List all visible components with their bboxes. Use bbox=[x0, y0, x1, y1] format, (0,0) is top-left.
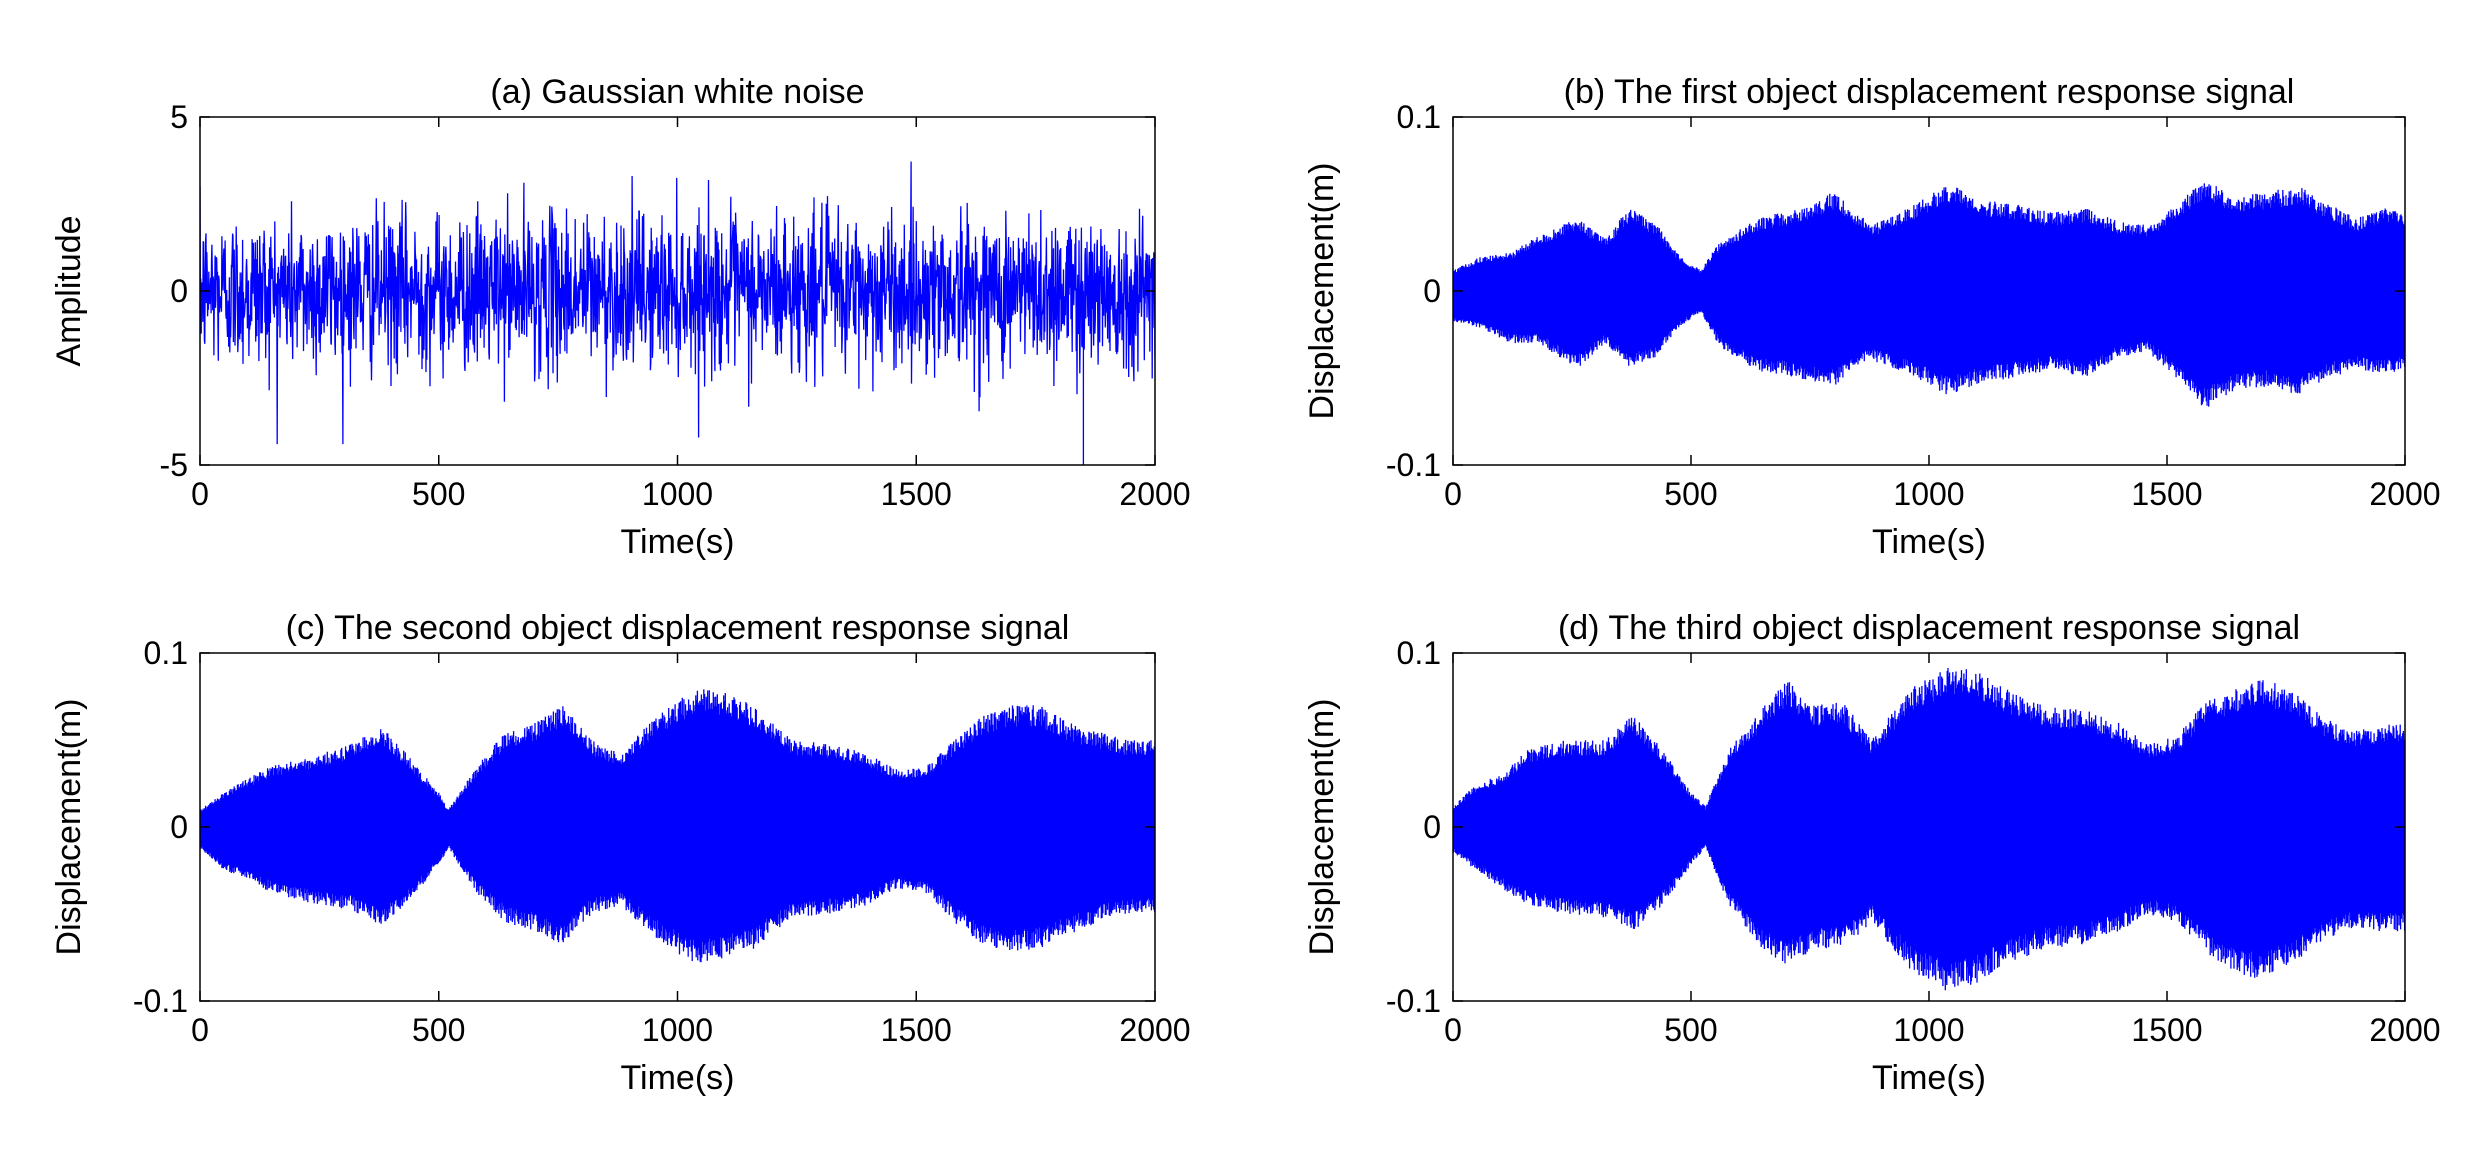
chart-title-a: (a) Gaussian white noise bbox=[490, 73, 864, 111]
signal-trace-b bbox=[1453, 183, 2405, 407]
x-tick-label-c: 1000 bbox=[642, 1012, 713, 1048]
x-tick-label-d: 0 bbox=[1444, 1012, 1462, 1048]
signal-trace-c bbox=[200, 689, 1155, 963]
x-tick-label-a: 0 bbox=[191, 476, 209, 512]
x-tick-label-c: 0 bbox=[191, 1012, 209, 1048]
y-axis-label-b: Displacement(m) bbox=[1303, 163, 1341, 420]
y-tick-label-c: 0 bbox=[170, 809, 188, 845]
x-tick-label-a: 1000 bbox=[642, 476, 713, 512]
y-tick-label-b: -0.1 bbox=[1386, 447, 1441, 483]
x-tick-label-d: 500 bbox=[1664, 1012, 1717, 1048]
x-tick-label-b: 2000 bbox=[2369, 476, 2440, 512]
x-tick-label-b: 1000 bbox=[1893, 476, 1964, 512]
x-tick-label-c: 2000 bbox=[1119, 1012, 1190, 1048]
x-tick-label-a: 2000 bbox=[1119, 476, 1190, 512]
x-tick-label-b: 500 bbox=[1664, 476, 1717, 512]
x-tick-label-d: 1000 bbox=[1893, 1012, 1964, 1048]
y-tick-label-a: 5 bbox=[170, 99, 188, 135]
x-tick-label-d: 2000 bbox=[2369, 1012, 2440, 1048]
chart-title-d: (d) The third object displacement respon… bbox=[1558, 609, 2300, 647]
y-tick-label-d: -0.1 bbox=[1386, 983, 1441, 1019]
y-axis-label-a: Amplitude bbox=[50, 215, 88, 366]
x-tick-label-b: 0 bbox=[1444, 476, 1462, 512]
x-axis-label-a: Time(s) bbox=[621, 523, 735, 561]
y-tick-label-a: -5 bbox=[160, 447, 188, 483]
y-tick-label-b: 0 bbox=[1423, 273, 1441, 309]
y-axis-label-c: Displacement(m) bbox=[50, 699, 88, 956]
x-axis-label-c: Time(s) bbox=[621, 1059, 735, 1097]
x-tick-label-c: 1500 bbox=[881, 1012, 952, 1048]
y-tick-label-d: 0.1 bbox=[1397, 635, 1441, 671]
x-axis-label-d: Time(s) bbox=[1872, 1059, 1986, 1097]
x-tick-label-b: 1500 bbox=[2131, 476, 2202, 512]
chart-title-c: (c) The second object displacement respo… bbox=[286, 609, 1070, 647]
y-axis-label-d: Displacement(m) bbox=[1303, 699, 1341, 956]
x-tick-label-d: 1500 bbox=[2131, 1012, 2202, 1048]
y-tick-label-a: 0 bbox=[170, 273, 188, 309]
y-tick-label-d: 0 bbox=[1423, 809, 1441, 845]
chart-title-b: (b) The first object displacement respon… bbox=[1564, 73, 2295, 111]
y-tick-label-b: 0.1 bbox=[1397, 99, 1441, 135]
y-tick-label-c: -0.1 bbox=[133, 983, 188, 1019]
x-axis-label-b: Time(s) bbox=[1872, 523, 1986, 561]
x-tick-label-a: 500 bbox=[412, 476, 465, 512]
y-tick-label-c: 0.1 bbox=[144, 635, 188, 671]
x-tick-label-a: 1500 bbox=[881, 476, 952, 512]
signal-trace-d bbox=[1453, 667, 2405, 991]
x-tick-label-c: 500 bbox=[412, 1012, 465, 1048]
signal-trace-a bbox=[200, 161, 1155, 465]
